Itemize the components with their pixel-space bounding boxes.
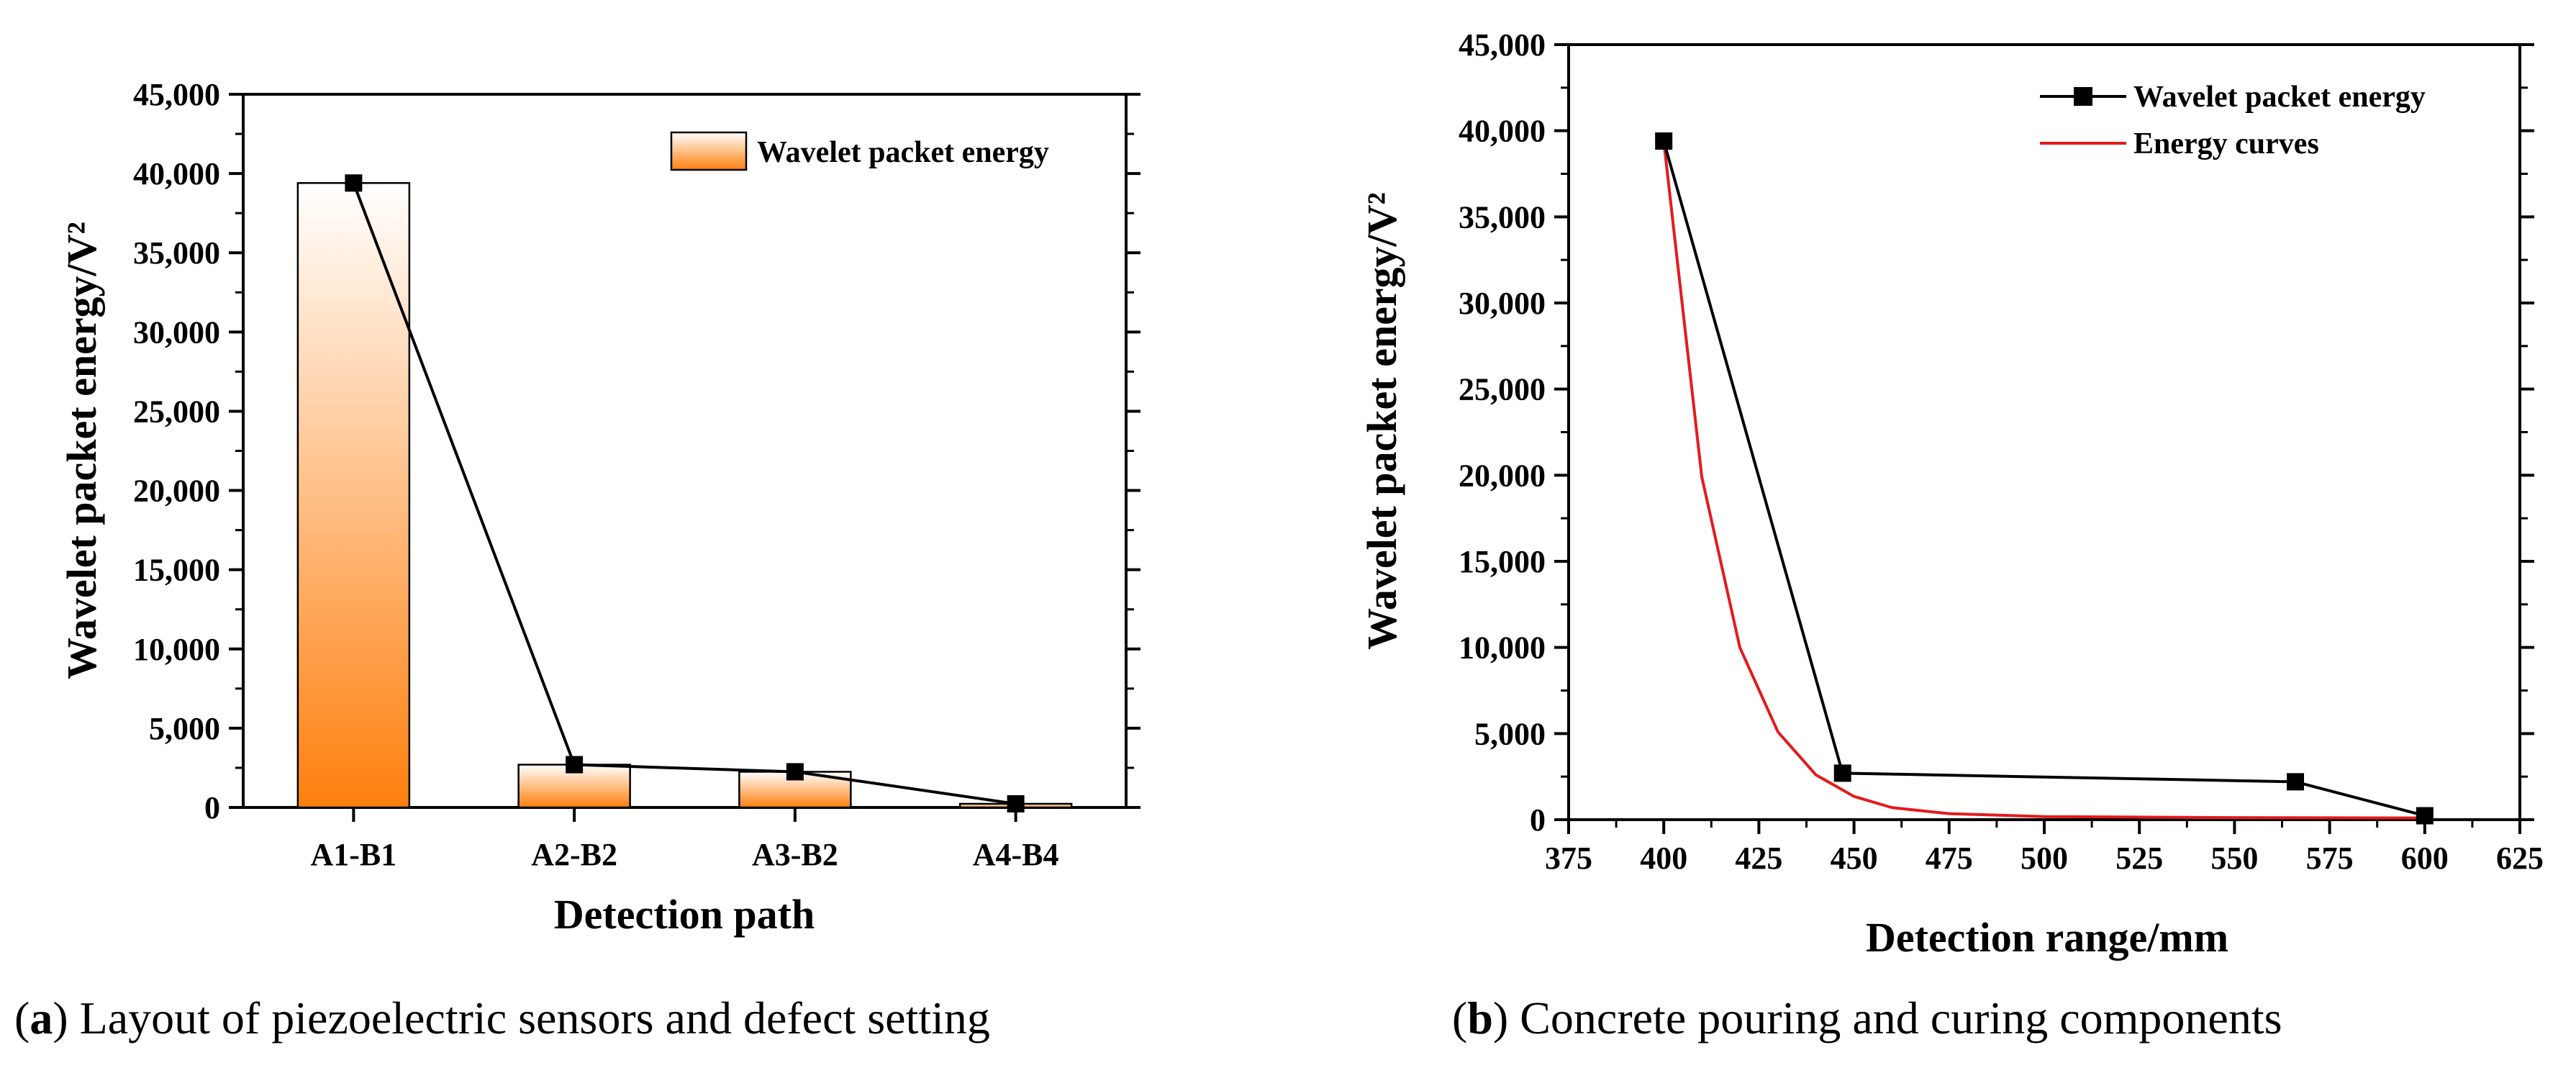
chart-b-x-tick-label: 550 [2210, 841, 2258, 876]
chart-b-x-axis-title: Detection range/mm [1866, 914, 2228, 961]
chart-b-x-tick-label: 625 [2496, 841, 2544, 876]
chart-b-plot-frame [1567, 43, 2521, 821]
chart-a-y-tick-label: 5,000 [149, 711, 220, 746]
caption-b: (b) Concrete pouring and curing componen… [1452, 992, 2282, 1043]
chart-b-x-tick-label: 425 [1735, 841, 1782, 876]
chart-b-point-marker [1655, 132, 1673, 150]
chart-b-y-tick-label: 0 [1530, 802, 1546, 838]
chart-b-x-tick-label: 525 [2115, 841, 2163, 876]
chart-b-y-axis-title: Wavelet packet energy/V² [1359, 192, 1405, 650]
chart-b-y-tick-label: 15,000 [1459, 544, 1546, 579]
chart-a-x-tick-label: A3-B2 [752, 837, 838, 872]
chart-b-point-marker [1833, 764, 1851, 782]
chart-a-bar-a1-b1 [296, 182, 411, 809]
chart-a: 0 5,000 10,000 15,000 20,000 25,000 30,000 35,0… [58, 77, 1140, 938]
chart-a-y-tick-label: 35,000 [133, 235, 220, 271]
chart-b-y-tick-label: 10,000 [1459, 630, 1546, 666]
chart-b-y-tick-label: 35,000 [1459, 199, 1546, 235]
chart-b-y-tick-label: 5,000 [1474, 716, 1546, 751]
chart-a-x-tick-label: A4-B4 [973, 837, 1059, 872]
chart-b-x-tick-label: 400 [1640, 841, 1687, 876]
chart-a-point-marker [786, 763, 804, 781]
chart-a-y-tick-label: 10,000 [133, 632, 220, 667]
caption-a: (a) Layout of piezoelectric sensors and … [14, 992, 990, 1043]
chart-b-legend: Wavelet packet energy Energy curves [2040, 81, 2426, 160]
chart-b-y-tick-label: 40,000 [1459, 114, 1546, 149]
chart-a-y-tick-label: 30,000 [133, 314, 220, 350]
chart-b-x-tick-label: 375 [1545, 841, 1592, 876]
chart-b-y-tick-label: 30,000 [1459, 286, 1546, 321]
chart-a-legend-label: Wavelet packet energy [757, 136, 1049, 169]
chart-a-series-line [352, 182, 1016, 805]
chart-a-point-marker [566, 756, 584, 774]
chart-a-x-tick-label: A2-B2 [531, 837, 617, 872]
chart-b-x-tick-label: 475 [1926, 841, 1973, 876]
chart-b-x-tick-label: 600 [2401, 841, 2449, 876]
chart-a-y-tick-label: 25,000 [133, 394, 220, 429]
caption-b-letter: b [1467, 992, 1493, 1043]
chart-b-point-marker [2287, 773, 2305, 791]
chart-b-x-tick-label: 575 [2306, 841, 2354, 876]
chart-b-y-tick-label: 20,000 [1459, 458, 1546, 493]
chart-b-y-tick-label: 25,000 [1459, 372, 1546, 407]
chart-b-legend-label-1: Wavelet packet energy [2133, 81, 2426, 114]
chart-b-legend-marker [2074, 87, 2092, 106]
chart-b-energy-curve [1662, 140, 2425, 820]
chart-a-y-tick-label: 15,000 [133, 553, 220, 588]
chart-a-y-tick-label: 40,000 [133, 156, 220, 191]
caption-a-letter: a [30, 992, 53, 1043]
chart-a-point-marker [345, 174, 363, 192]
chart-a-y-tick-label: 45,000 [133, 77, 220, 112]
chart-a-x-axis-title: Detection path [554, 891, 815, 938]
caption-b-text: Concrete pouring and curing components [1520, 992, 2282, 1043]
chart-a-legend-swatch [670, 131, 748, 171]
caption-a-text: Layout of piezoelectric sensors and defe… [79, 992, 990, 1043]
chart-b: 0 5,000 10,000 15,000 20,000 25,000 30,000 35,0… [1359, 27, 2544, 961]
chart-b-x-tick-label: 450 [1831, 841, 1878, 876]
chart-a-y-axis-title: Wavelet packet energy/V² [58, 222, 105, 679]
chart-b-series-line [1662, 140, 2426, 818]
chart-b-x-tick-label: 500 [2021, 841, 2068, 876]
chart-b-legend-label-2: Energy curves [2133, 127, 2319, 160]
chart-a-legend: Wavelet packet energy [670, 131, 1049, 171]
chart-a-y-tick-label: 20,000 [133, 474, 220, 509]
chart-a-x-tick-label: A1-B1 [310, 837, 396, 872]
chart-b-y-tick-label: 45,000 [1459, 27, 1546, 63]
chart-a-y-tick-label: 0 [204, 790, 220, 825]
